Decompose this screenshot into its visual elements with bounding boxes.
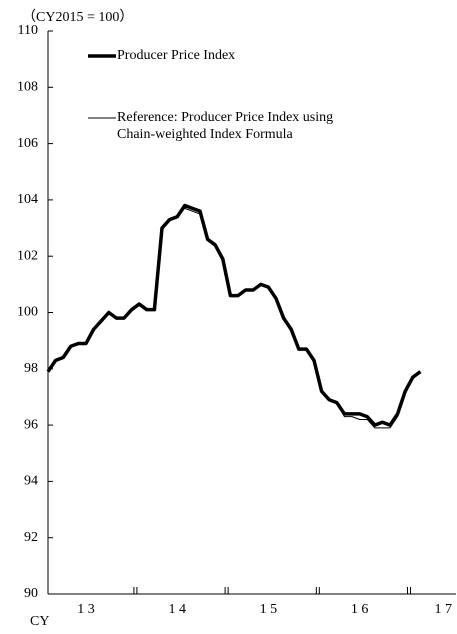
y-tick-label: 92 [24,530,38,545]
y-tick-label: 94 [24,474,38,489]
legend-label: Producer Price Index [117,48,236,63]
y-tick-label: 104 [17,192,38,207]
x-tick-label: 1 6 [351,602,369,617]
y-tick-label: 90 [24,586,38,601]
x-tick-label: 1 3 [77,602,95,617]
legend-label: Reference: Producer Price Index using Ch… [117,110,334,142]
x-tick-label: 1 4 [168,602,186,617]
y-tick-label: 102 [17,248,38,263]
y-tick-label: 100 [17,305,38,320]
x-axis-label: CY [30,614,49,629]
y-tick-label: 106 [17,136,38,151]
y-tick-label: 96 [24,417,38,432]
unit-label: （CY2015 = 100） [22,9,133,25]
y-tick-label: 108 [17,80,38,95]
x-tick-label: 1 7 [434,602,452,617]
series-line [47,207,421,429]
x-tick-label: 1 5 [260,602,278,617]
y-tick-label: 110 [18,23,38,38]
y-tick-label: 98 [24,361,38,376]
series-line [46,203,422,427]
